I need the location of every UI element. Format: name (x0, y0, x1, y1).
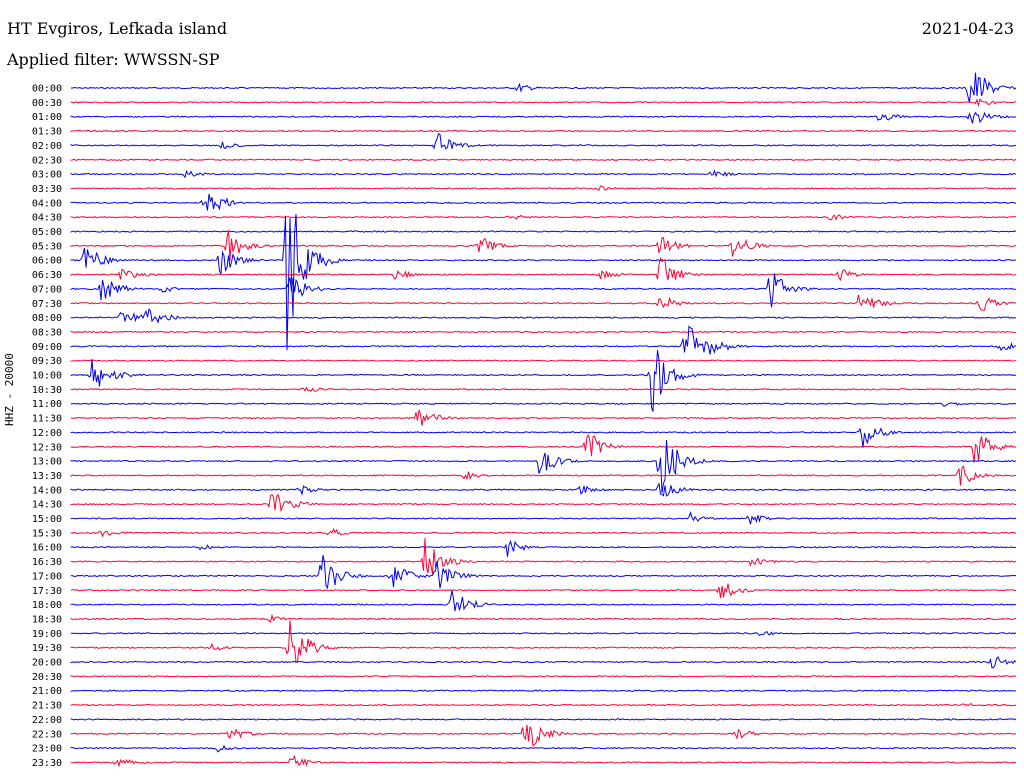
time-tick-label: 07:30 (32, 299, 62, 310)
seismic-trace (71, 295, 1016, 310)
time-tick-label: 15:00 (32, 514, 62, 525)
time-tick-label: 06:00 (32, 256, 62, 267)
time-tick-label: 23:30 (32, 758, 62, 769)
time-tick-label: 09:00 (32, 342, 62, 353)
seismic-trace (71, 171, 1016, 177)
seismic-trace (71, 590, 1016, 611)
time-tick-label: 13:30 (32, 471, 62, 482)
seismic-trace (71, 159, 1016, 160)
seismic-trace (71, 657, 1016, 668)
time-tick-label: 02:30 (32, 155, 62, 166)
time-tick-label: 18:30 (32, 614, 62, 625)
time-tick-label: 20:30 (32, 672, 62, 683)
time-tick-label: 05:30 (32, 241, 62, 252)
time-tick-label: 11:30 (32, 414, 62, 425)
time-tick-label: 03:30 (32, 184, 62, 195)
time-tick-label: 17:30 (32, 586, 62, 597)
time-tick-label: 12:00 (32, 428, 62, 439)
seismic-trace (71, 215, 1016, 220)
seismic-trace (71, 541, 1016, 556)
time-tick-label: 16:00 (32, 543, 62, 554)
seismic-trace (71, 466, 1016, 485)
time-tick-label: 08:30 (32, 327, 62, 338)
seismic-trace (71, 620, 1016, 662)
time-tick-label: 02:00 (32, 141, 62, 152)
seismic-trace (71, 194, 1016, 211)
seismic-trace (71, 230, 1016, 261)
seismic-trace (71, 746, 1016, 752)
seismic-trace (71, 529, 1016, 536)
seismic-trace (71, 495, 1016, 511)
time-tick-label: 21:30 (32, 701, 62, 712)
time-tick-label: 11:00 (32, 399, 62, 410)
time-tick-label: 09:30 (32, 356, 62, 367)
time-tick-label: 23:00 (32, 744, 62, 755)
seismic-trace (71, 616, 1016, 622)
time-tick-label: 19:00 (32, 629, 62, 640)
seismic-trace (71, 131, 1016, 132)
seismic-trace (71, 360, 1016, 361)
time-tick-label: 15:30 (32, 528, 62, 539)
seismic-trace (71, 388, 1016, 392)
time-tick-label: 00:00 (32, 84, 62, 95)
time-tick-label: 13:00 (32, 457, 62, 468)
seismic-trace (71, 719, 1016, 720)
seismic-trace (71, 725, 1016, 746)
seismic-trace (71, 350, 1016, 411)
time-tick-label: 08:00 (32, 313, 62, 324)
seismic-trace (71, 632, 1016, 636)
seismic-trace (71, 113, 1016, 124)
seismic-trace (71, 429, 1016, 448)
time-tick-label: 03:00 (32, 170, 62, 181)
time-tick-label: 04:00 (32, 198, 62, 209)
seismic-trace (71, 99, 1016, 105)
seismic-trace (71, 538, 1016, 574)
seismic-trace (71, 326, 1016, 354)
time-tick-label: 12:30 (32, 442, 62, 453)
seismic-trace (71, 259, 1016, 281)
seismic-trace (71, 690, 1016, 691)
time-tick-label: 22:00 (32, 715, 62, 726)
time-tick-label: 10:30 (32, 385, 62, 396)
time-tick-label: 18:00 (32, 600, 62, 611)
seismic-trace (71, 484, 1016, 496)
seismic-trace (71, 273, 1016, 307)
seismic-trace (71, 214, 1016, 350)
seismic-trace (71, 331, 1016, 332)
seismic-trace (71, 584, 1016, 598)
time-tick-label: 14:00 (32, 485, 62, 496)
seismic-trace (71, 513, 1016, 524)
time-tick-label: 01:00 (32, 112, 62, 123)
time-tick-label: 04:30 (32, 213, 62, 224)
seismic-trace (71, 134, 1016, 149)
seismic-trace (71, 186, 1016, 190)
time-tick-label: 01:30 (32, 127, 62, 138)
seismic-trace (71, 410, 1016, 426)
time-tick-label: 17:00 (32, 571, 62, 582)
time-tick-label: 19:30 (32, 643, 62, 654)
time-tick-label: 07:00 (32, 284, 62, 295)
time-tick-label: 00:30 (32, 98, 62, 109)
time-tick-label: 14:30 (32, 500, 62, 511)
seismic-trace (71, 555, 1016, 588)
time-tick-label: 20:00 (32, 658, 62, 669)
time-tick-label: 16:30 (32, 557, 62, 568)
time-tick-label: 06:30 (32, 270, 62, 281)
seismic-trace (71, 231, 1016, 232)
seismic-trace (71, 309, 1016, 322)
seismic-trace (71, 704, 1016, 706)
time-tick-label: 22:30 (32, 729, 62, 740)
seismic-trace (71, 73, 1016, 103)
time-tick-label: 10:00 (32, 371, 62, 382)
seismic-trace (71, 676, 1016, 677)
seismic-trace (71, 403, 1016, 407)
seismic-trace (71, 756, 1016, 765)
time-tick-label: 05:00 (32, 227, 62, 238)
time-tick-label: 21:00 (32, 686, 62, 697)
seismic-trace (71, 440, 1016, 493)
